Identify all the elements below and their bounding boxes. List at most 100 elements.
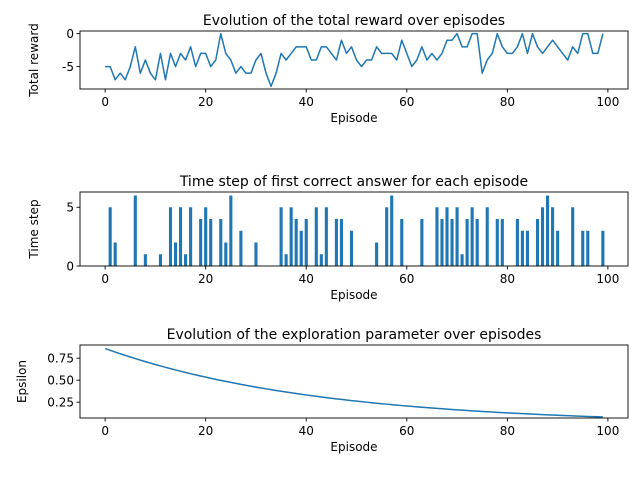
bar-episode-87: [540, 207, 545, 266]
bar-episode-73: [470, 207, 474, 266]
y-axis-label: Epsilon: [15, 360, 29, 403]
bar-episode-57: [390, 195, 394, 266]
bar-episode-25: [229, 195, 233, 266]
bar-episode-83: [520, 230, 524, 266]
bar-episode-78: [495, 219, 499, 266]
bar-episode-74: [475, 219, 479, 266]
bar-episode-11: [158, 254, 162, 266]
bar-episode-99: [601, 230, 605, 266]
x-axis-label: Episode: [330, 288, 377, 302]
bar-episode-37: [289, 207, 293, 266]
bar-episode-84: [525, 230, 529, 266]
bar-episode-59: [400, 219, 404, 266]
bar-episode-90: [556, 230, 560, 266]
y-tick-label: 0.75: [47, 351, 74, 365]
bar-episode-40: [304, 219, 308, 266]
bar-episode-89: [551, 207, 555, 266]
plot-frame: [79, 344, 629, 419]
bar-episode-88: [546, 195, 550, 266]
bar-episode-39: [299, 230, 303, 266]
bar-episode-30: [254, 242, 258, 266]
x-tick-label: 0: [101, 95, 109, 109]
y-tick-label: -5: [62, 60, 74, 74]
bar-episode-43: [319, 254, 323, 266]
x-axis-label: Episode: [330, 111, 377, 125]
bar-episode-63: [420, 219, 424, 266]
x-tick-label: 80: [500, 272, 515, 286]
bar-episode-38: [294, 219, 298, 266]
bar-episode-72: [465, 219, 469, 266]
x-tick-label: 40: [299, 424, 314, 438]
bar-episode-24: [224, 242, 228, 266]
x-tick-label: 60: [399, 272, 414, 286]
bar-episode-68: [445, 207, 449, 266]
bar-episode-93: [571, 207, 575, 266]
x-tick-label: 20: [198, 95, 213, 109]
bar-episode-79: [500, 219, 504, 266]
bar-episode-44: [324, 207, 328, 266]
x-tick-label: 60: [399, 95, 414, 109]
bar-episode-15: [179, 207, 183, 266]
bar-episode-36: [284, 254, 288, 266]
chart-panel-3: Evolution of the exploration parameter o…: [15, 327, 629, 454]
y-tick-label: 5: [66, 201, 74, 215]
x-tick-label: 20: [198, 272, 213, 286]
chart-title: Evolution of the exploration parameter o…: [167, 327, 542, 343]
x-axis-label: Episode: [330, 440, 377, 454]
y-tick-label: 0: [66, 259, 74, 273]
x-tick-label: 100: [596, 95, 619, 109]
chart-panel-2: Time step of first correct answer for ea…: [27, 174, 629, 302]
bar-episode-54: [375, 242, 379, 266]
bar-episode-69: [450, 219, 454, 266]
bar-episode-1: [108, 207, 112, 266]
bar-episode-13: [168, 207, 173, 266]
bar-episode-49: [349, 230, 354, 266]
bar-episode-23: [219, 219, 223, 266]
bar-episode-21: [209, 219, 213, 266]
y-tick-label: 0.50: [47, 373, 74, 387]
bar-episode-46: [334, 219, 338, 266]
bar-episode-20: [204, 207, 208, 266]
bar-episode-27: [239, 230, 243, 266]
x-tick-label: 0: [101, 272, 109, 286]
bar-episode-66: [435, 207, 439, 266]
bar-episode-47: [339, 219, 343, 266]
x-tick-label: 100: [596, 424, 619, 438]
bar-episode-86: [535, 219, 540, 266]
x-tick-label: 20: [198, 424, 213, 438]
bar-episode-17: [189, 207, 193, 266]
bar-episode-2: [113, 242, 117, 266]
bar-episode-76: [485, 207, 489, 266]
bar-episode-70: [455, 207, 459, 266]
y-axis-label: Time step: [27, 199, 41, 259]
series-line: [105, 32, 604, 88]
bar-episode-6: [133, 195, 137, 266]
bar-episode-35: [279, 207, 283, 266]
series-line: [104, 347, 603, 418]
x-tick-label: 100: [596, 272, 619, 286]
chart-title: Time step of first correct answer for ea…: [179, 174, 528, 190]
chart-title: Evolution of the total reward over episo…: [203, 13, 505, 29]
x-tick-label: 40: [299, 95, 314, 109]
bar-episode-8: [143, 254, 147, 266]
bar-episode-71: [460, 254, 464, 266]
x-tick-label: 80: [500, 95, 515, 109]
bar-episode-95: [581, 230, 585, 266]
bar-episode-16: [184, 254, 188, 266]
x-tick-label: 40: [299, 272, 314, 286]
chart-panel-1: Evolution of the total reward over episo…: [27, 13, 629, 125]
bar-episode-96: [586, 230, 590, 266]
x-tick-label: 80: [500, 424, 515, 438]
x-tick-label: 60: [399, 424, 414, 438]
bar-episode-67: [440, 219, 444, 266]
plot-frame: [79, 191, 629, 267]
y-axis-label: Total reward: [27, 23, 41, 97]
y-tick-label: 0: [66, 27, 74, 41]
bar-episode-19: [199, 219, 203, 266]
bar-episode-82: [515, 219, 519, 266]
y-tick-label: 0.25: [47, 395, 74, 409]
bar-episode-42: [314, 207, 318, 266]
bar-episode-14: [173, 242, 178, 266]
bar-episode-56: [385, 207, 389, 266]
